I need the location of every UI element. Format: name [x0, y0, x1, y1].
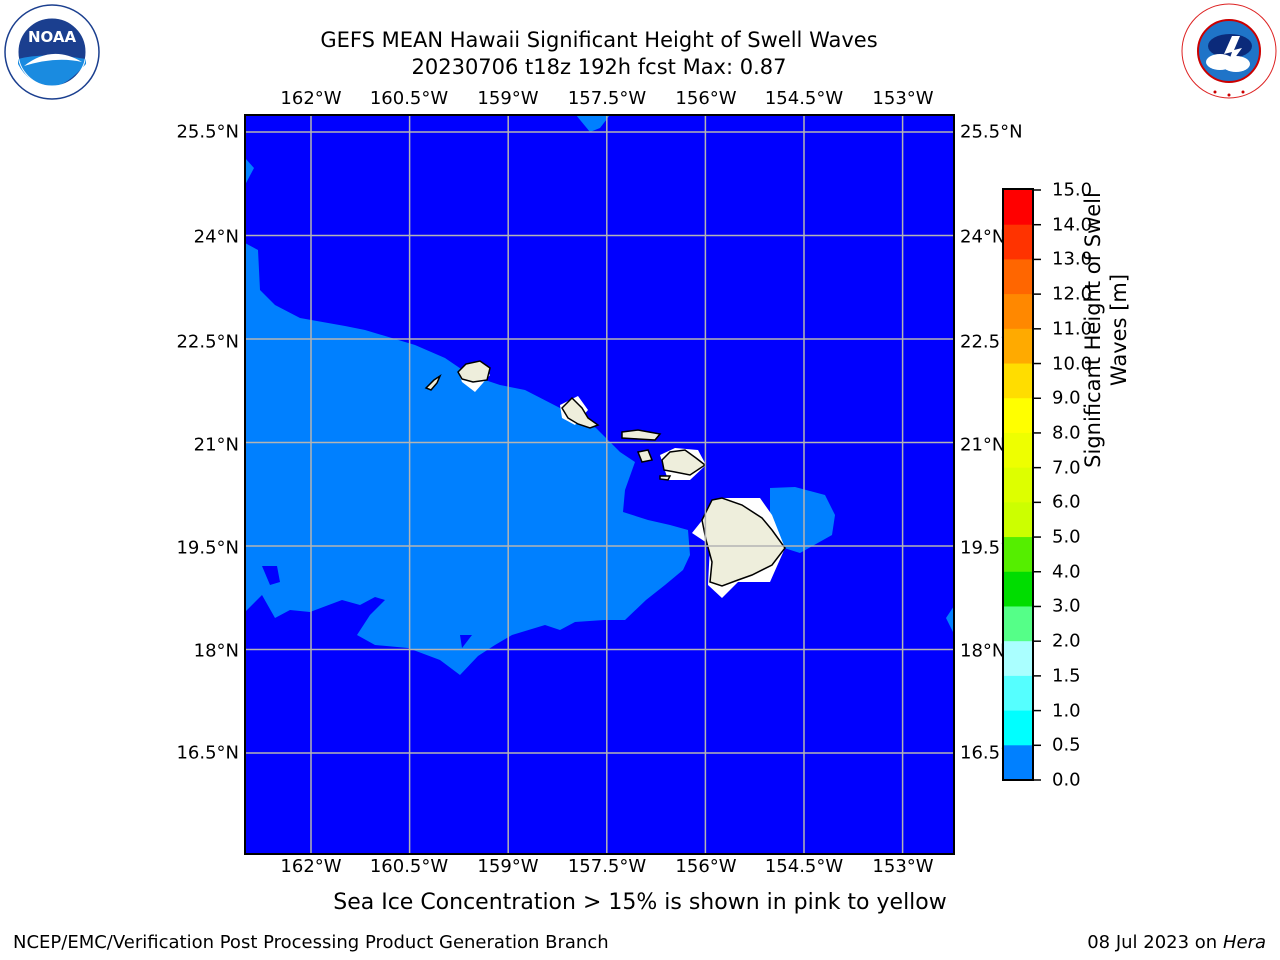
lon-tick-label: 159°W — [477, 856, 539, 877]
island-lanai — [636, 449, 654, 463]
colorbar-swatch — [1003, 675, 1033, 712]
lon-tick-label: 162°W — [280, 856, 342, 877]
lat-tick-label: 19.5°N — [176, 537, 239, 559]
colorbar-level-label: 0.5 — [1052, 734, 1081, 756]
islands — [424, 360, 786, 587]
colorbar-swatch — [1003, 328, 1033, 365]
footer-machine: Hera — [1222, 932, 1266, 953]
colorbar-level-label: 0.0 — [1052, 769, 1081, 791]
colorbar-level-label: 1.0 — [1052, 700, 1081, 722]
lon-tick-label: 153°W — [872, 856, 934, 877]
lon-tick-label: 156°W — [675, 88, 737, 109]
lat-tick-label: 22.5°N — [176, 331, 239, 353]
colorbar-title: Significant Height of Swell Waves [m] — [1081, 192, 1131, 468]
lon-tick-label: 154.5°W — [764, 88, 844, 109]
colorbar-level-label: 13.0 — [1052, 248, 1093, 270]
island-kauai — [457, 360, 491, 383]
colorbar-level-label: 4.0 — [1052, 561, 1081, 583]
colorbar-level-label: 9.0 — [1052, 387, 1081, 409]
lat-tick-label: 25.5°N — [960, 121, 1023, 143]
colorbar-level-label: 8.0 — [1052, 422, 1081, 444]
colorbar — [1002, 188, 1041, 781]
noaa-logo-text: NOAA — [28, 28, 77, 46]
chart-title: GEFS MEAN Hawaii Significant Height of S… — [320, 28, 878, 52]
colorbar-level-label: 6.0 — [1052, 491, 1081, 513]
lon-tick-label: 159°W — [477, 88, 539, 109]
lat-tick-label: 16.5°N — [176, 742, 239, 764]
graticule — [245, 115, 954, 854]
colorbar-level-label: 3.0 — [1052, 595, 1081, 617]
lon-tick-label: 160.5°W — [369, 88, 449, 109]
island-kahoolawe — [659, 475, 672, 481]
swell-height-map — [244, 114, 955, 855]
lon-tick-label: 153°W — [872, 88, 934, 109]
colorbar-swatch — [1003, 259, 1033, 295]
colorbar-swatch — [1003, 224, 1033, 260]
island-niihau — [424, 373, 442, 391]
colorbar-level-label: 2.0 — [1052, 630, 1081, 652]
colorbar-swatch — [1003, 571, 1033, 607]
colorbar-swatch — [1003, 606, 1033, 642]
chart-subtitle: 20230706 t18z 192h fcst Max: 0.87 — [411, 55, 787, 79]
footer-branch: NCEP/EMC/Verification Post Processing Pr… — [13, 932, 609, 953]
colorbar-swatch — [1003, 710, 1033, 746]
lat-tick-label: 18°N — [193, 640, 239, 662]
footer-date: 08 Jul 2023 on Hera — [1087, 932, 1266, 953]
island-hawaii — [701, 497, 786, 587]
noaa-logo-icon: NOAA — [4, 4, 100, 100]
lat-tick-label: 25.5°N — [176, 121, 239, 143]
lat-tick-label: 18°N — [960, 640, 1006, 662]
island-oahu — [561, 396, 600, 429]
lon-tick-label: 160.5°W — [369, 856, 449, 877]
colorbar-level-label: 11.0 — [1052, 318, 1093, 340]
colorbar-swatch — [1003, 641, 1033, 677]
lon-tick-label: 162°W — [280, 88, 342, 109]
colorbar-level-label: 14.0 — [1052, 214, 1093, 236]
swell-contour-0.5m — [245, 243, 690, 675]
colorbar-swatch — [1003, 432, 1033, 469]
lat-tick-label: 24°N — [960, 226, 1006, 248]
island-molokai — [621, 429, 662, 441]
colorbar-swatch — [1003, 745, 1033, 781]
colorbar-level-label: 15.0 — [1052, 179, 1093, 201]
lat-tick-label: 21°N — [960, 434, 1006, 456]
colorbar-swatch — [1003, 398, 1033, 434]
colorbar-swatch — [1003, 363, 1033, 399]
lat-tick-label: 21°N — [193, 434, 239, 456]
colorbar-swatch — [1003, 467, 1033, 503]
map-frame — [244, 114, 955, 855]
colorbar-level-label: 10.0 — [1052, 353, 1093, 375]
sea-ice-caption: Sea Ice Concentration > 15% is shown in … — [333, 890, 947, 915]
colorbar-swatch — [1003, 294, 1033, 330]
colorbar-swatch — [1003, 502, 1033, 538]
lon-tick-label: 157.5°W — [567, 856, 647, 877]
colorbar-level-label: 7.0 — [1052, 457, 1081, 479]
colorbar-level-label: 1.5 — [1052, 665, 1081, 687]
colorbar-level-label: 12.0 — [1052, 283, 1093, 305]
lon-tick-label: 157.5°W — [567, 88, 647, 109]
lat-tick-label: 24°N — [193, 226, 239, 248]
lon-tick-label: 154.5°W — [764, 856, 844, 877]
footer-date-text: 08 Jul 2023 on — [1087, 932, 1223, 953]
nws-logo-icon — [1181, 3, 1277, 99]
lon-tick-label: 156°W — [675, 856, 737, 877]
colorbar-swatch — [1003, 537, 1033, 573]
colorbar-level-label: 5.0 — [1052, 526, 1081, 548]
colorbar-swatch — [1003, 190, 1033, 226]
